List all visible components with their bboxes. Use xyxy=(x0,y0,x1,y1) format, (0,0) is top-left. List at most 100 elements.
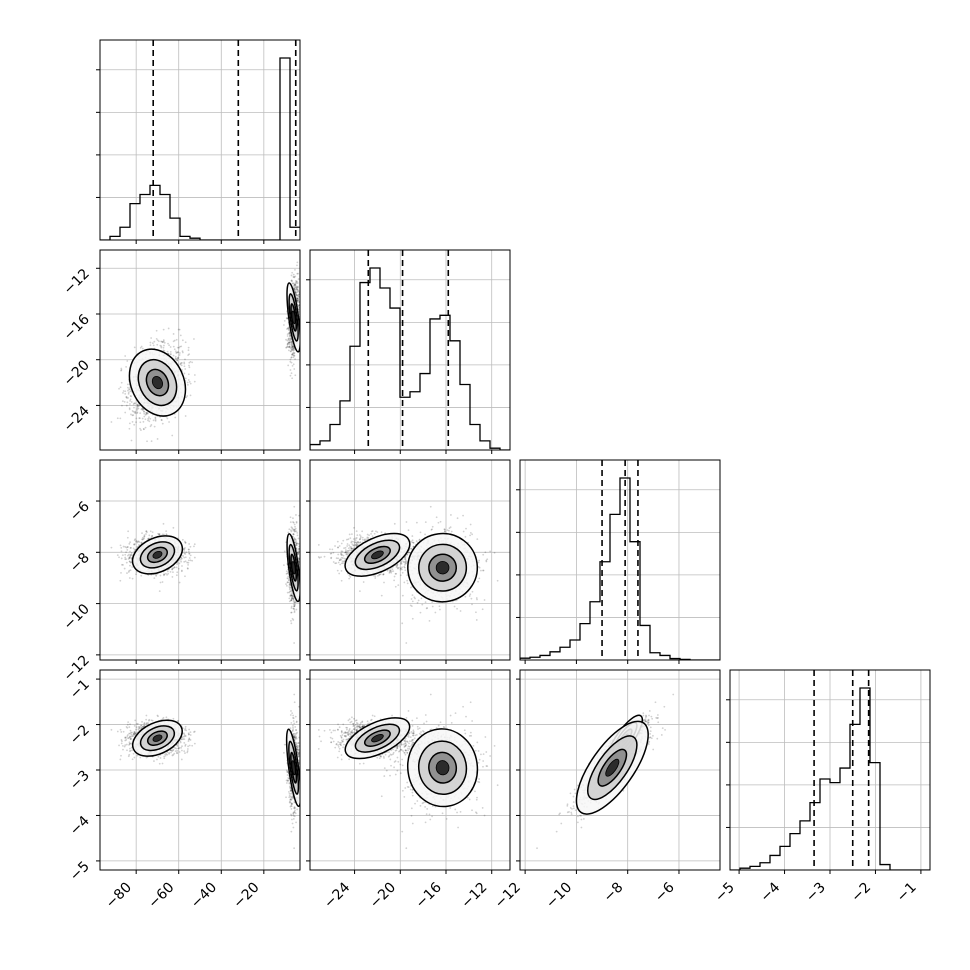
sample-point xyxy=(290,338,293,341)
sample-point xyxy=(148,420,151,423)
sample-point xyxy=(290,594,293,597)
sample-point xyxy=(288,333,291,336)
sample-point xyxy=(180,560,182,563)
sample-point xyxy=(120,368,123,371)
sample-point xyxy=(356,534,359,537)
sample-point xyxy=(124,558,127,561)
sample-point xyxy=(443,530,446,533)
sample-point xyxy=(146,531,148,534)
sample-point xyxy=(157,340,160,343)
sample-point xyxy=(168,344,171,347)
sample-point xyxy=(291,344,294,346)
sample-point xyxy=(121,563,123,566)
sample-point xyxy=(296,300,299,303)
sample-point xyxy=(129,541,131,544)
sample-point xyxy=(294,538,297,541)
sample-point xyxy=(290,338,293,341)
sample-point xyxy=(129,390,132,393)
sample-point xyxy=(290,346,293,349)
sample-point xyxy=(293,352,296,355)
sample-point xyxy=(181,361,183,364)
sample-point xyxy=(176,359,179,362)
sample-point xyxy=(297,290,300,293)
sample-point xyxy=(290,347,293,350)
sample-point xyxy=(153,577,156,580)
sample-point xyxy=(129,398,132,401)
sample-point xyxy=(295,285,298,288)
sample-point xyxy=(378,573,381,576)
sample-point xyxy=(293,528,296,531)
sample-point xyxy=(355,543,358,546)
sample-point xyxy=(292,285,295,288)
sample-point xyxy=(145,533,147,535)
sample-point xyxy=(377,574,379,577)
sample-point xyxy=(294,291,297,294)
sample-point xyxy=(187,559,190,562)
sample-point xyxy=(127,389,129,392)
sample-point xyxy=(291,377,294,380)
sample-point xyxy=(293,368,296,370)
sample-point xyxy=(122,545,125,548)
sample-point xyxy=(161,581,164,583)
sample-point xyxy=(183,548,185,550)
sample-point xyxy=(127,554,129,557)
sample-point xyxy=(177,356,180,359)
sample-point xyxy=(290,361,293,364)
sample-point xyxy=(297,552,299,555)
sample-point xyxy=(142,409,145,411)
sample-point xyxy=(290,607,293,609)
sample-point xyxy=(291,596,294,598)
sample-point xyxy=(293,642,296,644)
sample-point xyxy=(181,557,183,560)
sample-point xyxy=(133,406,135,409)
sample-point xyxy=(130,552,133,554)
sample-point xyxy=(127,396,130,399)
sample-point xyxy=(184,541,187,544)
sample-point xyxy=(160,340,163,343)
sample-point xyxy=(181,339,184,342)
sample-point xyxy=(128,556,131,559)
y-tick-label: −10 xyxy=(61,601,93,633)
sample-point xyxy=(150,440,153,443)
sample-point xyxy=(291,346,294,349)
sample-point xyxy=(149,425,152,428)
sample-point xyxy=(340,558,343,561)
sample-point xyxy=(286,342,289,345)
sample-point xyxy=(295,543,298,545)
sample-point xyxy=(145,413,148,416)
sample-point xyxy=(185,396,188,399)
sample-point xyxy=(334,545,336,547)
sample-point xyxy=(178,352,181,354)
sample-point xyxy=(297,286,299,289)
sample-point xyxy=(294,530,296,533)
sample-point xyxy=(136,411,139,414)
sample-point xyxy=(293,523,296,526)
y-tick-label: −6 xyxy=(67,498,93,524)
sample-point xyxy=(286,577,289,580)
sample-point xyxy=(129,388,131,391)
sample-point xyxy=(295,297,298,300)
sample-point xyxy=(291,280,293,283)
sample-point xyxy=(128,560,131,563)
sample-point xyxy=(379,573,382,576)
sample-point xyxy=(129,400,131,402)
sample-point xyxy=(186,567,189,570)
sample-point xyxy=(285,570,288,573)
sample-point xyxy=(288,581,290,584)
sample-point xyxy=(131,554,133,557)
sample-point xyxy=(187,349,190,352)
sample-point xyxy=(297,285,299,288)
sample-point xyxy=(373,574,375,577)
sample-point xyxy=(296,299,299,302)
sample-point xyxy=(180,556,183,559)
sample-point xyxy=(345,552,348,555)
sample-point xyxy=(142,420,145,423)
sample-point xyxy=(293,605,296,608)
sample-point xyxy=(141,538,143,541)
sample-point xyxy=(290,341,293,344)
sample-point xyxy=(126,397,128,399)
sample-point xyxy=(285,583,287,585)
sample-point xyxy=(141,409,144,411)
sample-point xyxy=(179,363,182,366)
sample-point xyxy=(294,603,296,606)
